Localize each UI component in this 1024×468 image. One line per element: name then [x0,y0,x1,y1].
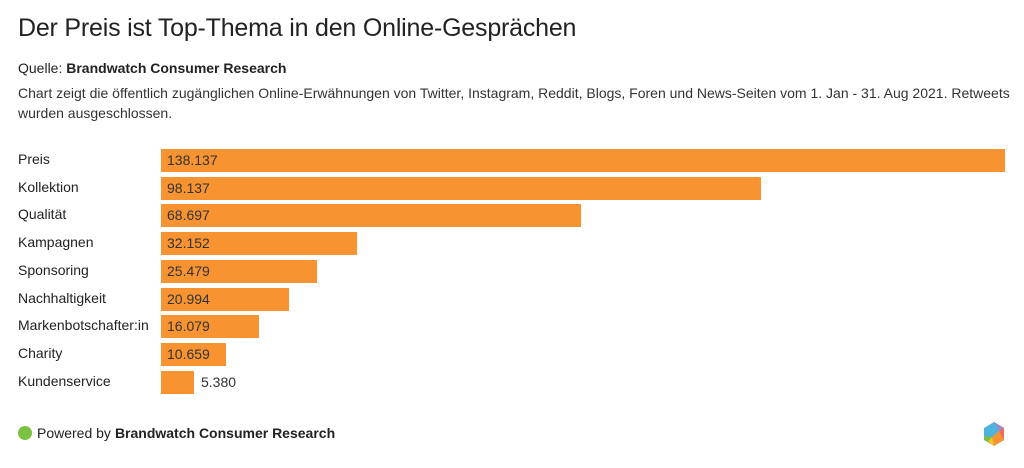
value-label: 32.152 [167,235,210,252]
value-label: 25.479 [167,262,210,279]
powered-dot-icon [18,426,32,440]
bar-row: Charity 10.659 [0,340,1024,367]
bar [161,176,761,200]
bar [161,149,1005,172]
brandwatch-logo-icon [984,422,1004,446]
bar [161,342,226,366]
category-label: Nachhaltigkeit [18,289,106,306]
bar [161,287,289,311]
bar-row: Nachhaltigkeit 20.994 [0,285,1024,312]
value-label: 20.994 [167,290,210,307]
category-label: Preis [18,151,50,167]
source-line: Quelle: Brandwatch Consumer Research [18,60,286,76]
powered-prefix: Powered by [37,425,111,441]
value-label: 10.659 [167,345,210,362]
category-label: Kollektion [18,178,79,195]
bar [161,204,581,228]
bar-row: Kundenservice 5.380 [0,368,1024,395]
bar-row: Markenbotschafter:in 16.079 [0,312,1024,339]
powered-name: Brandwatch Consumer Research [114,425,336,441]
category-label: Kundenservice [18,372,111,389]
source-name: Brandwatch Consumer Research [66,60,287,76]
bar [161,315,259,339]
powered-by: Powered by Brandwatch Consumer Research [18,425,335,441]
bar [161,259,317,283]
bar [161,370,194,394]
bar-row: Sponsoring 25.479 [0,257,1024,284]
source-prefix: Quelle: [18,60,63,76]
value-label: 68.697 [167,207,210,224]
chart-description: Chart zeigt die öffentlich zugänglichen … [18,85,1010,121]
bar-row: Preis 138.137 [0,146,1024,173]
bar-row: Qualität 68.697 [0,201,1024,228]
value-label: 98.137 [167,179,210,196]
bar-row: Kollektion 98.137 [0,174,1024,201]
value-label: 5.380 [201,373,237,390]
category-label: Sponsoring [18,261,89,278]
category-label: Charity [18,344,63,361]
value-label: 138.137 [167,152,218,168]
value-label: 16.079 [167,318,210,335]
category-label: Markenbotschafter:in [18,317,149,334]
category-label: Qualität [18,206,67,223]
bar-chart: Preis 138.137 Kollektion 98.137 Qualität 68.6… [0,146,1024,396]
bar-row: Kampagnen 32.152 [0,229,1024,256]
chart-title: Der Preis ist Top-Thema in den Online-Ge… [18,14,577,42]
bar [161,232,357,256]
category-label: Kampagnen [18,234,94,251]
